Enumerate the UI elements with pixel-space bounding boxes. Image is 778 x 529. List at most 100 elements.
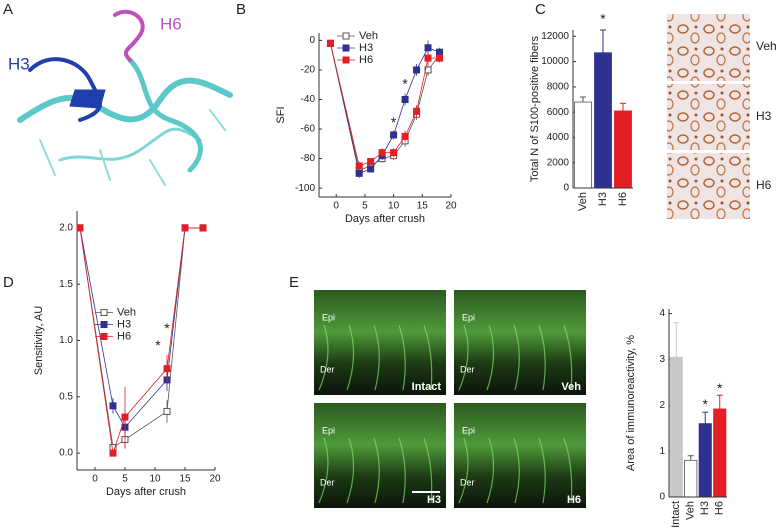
y-tick-label: -100	[295, 183, 315, 194]
fiber	[346, 324, 355, 391]
y-tick-label: -80	[301, 153, 316, 164]
annotation: *	[155, 337, 161, 353]
tissue-label: Epi	[462, 425, 475, 435]
marker	[355, 162, 363, 170]
fiber	[373, 437, 380, 504]
marker	[424, 44, 432, 52]
micrograph	[314, 403, 446, 508]
micrograph	[454, 403, 586, 508]
x-tick-label: 15	[179, 474, 191, 485]
marker	[109, 449, 117, 457]
y-tick-label: -60	[301, 124, 316, 135]
y-tick-label: -40	[301, 94, 316, 105]
marker	[367, 158, 375, 166]
x-tick-label: Intact	[670, 501, 682, 528]
y-tick-label: 1	[659, 446, 665, 457]
micrograph	[314, 290, 446, 395]
marker	[390, 149, 398, 157]
micrographs	[314, 290, 586, 508]
x-tick-label: H3	[699, 501, 711, 515]
tissue-label: Der	[460, 364, 475, 374]
stain-label: Veh	[756, 39, 777, 53]
x-tick-label: 5	[362, 201, 368, 212]
x-axis-label: Days after crush	[345, 213, 425, 225]
legend-label: H6	[359, 54, 373, 66]
marker	[76, 224, 84, 232]
fiber	[423, 437, 433, 504]
bar	[713, 408, 727, 498]
fiber	[458, 324, 469, 391]
annotation: *	[703, 396, 709, 412]
fiber	[373, 324, 380, 391]
tissue-label: Epi	[322, 312, 335, 322]
tissue-label: Der	[460, 477, 475, 487]
y-tick-label: 3	[659, 354, 665, 365]
marker	[436, 54, 444, 62]
x-tick-label: 20	[209, 474, 221, 485]
annotation: *	[164, 320, 170, 336]
bar	[614, 110, 632, 189]
fiber	[398, 437, 406, 504]
fiber	[563, 324, 573, 391]
fiber	[513, 324, 520, 391]
legend-label: Veh	[117, 306, 136, 318]
fiber	[486, 324, 495, 391]
legend-marker	[100, 333, 108, 340]
fiber	[346, 437, 355, 504]
marker	[326, 39, 334, 47]
x-axis-label: Days after crush	[106, 486, 186, 498]
x-tick-label: 0	[333, 201, 339, 212]
x-tick-label: 15	[417, 201, 429, 212]
x-tick-label: Veh	[685, 501, 697, 520]
fiber	[538, 437, 546, 504]
y-tick-label: 2.0	[59, 223, 73, 234]
legend-marker	[342, 44, 350, 52]
micrograph-label: Veh	[561, 381, 581, 393]
marker	[401, 95, 409, 103]
marker	[163, 407, 171, 415]
panel-letter: D	[3, 274, 14, 291]
stain-images	[667, 14, 750, 219]
y-tick-label: 1.5	[59, 279, 73, 290]
fiber	[513, 437, 520, 504]
x-tick-label: H3	[597, 192, 609, 206]
x-tick-label: Veh	[577, 192, 589, 211]
annotation: *	[391, 114, 397, 130]
marker	[181, 224, 189, 232]
y-tick-label: 4	[659, 308, 665, 319]
x-tick-label: H6	[714, 501, 726, 515]
bar	[698, 423, 712, 498]
marker	[413, 66, 421, 74]
marker	[413, 107, 421, 115]
panel-letter: E	[289, 274, 299, 291]
panel-letter: C	[535, 1, 546, 18]
fiber	[423, 324, 433, 391]
panel-letter: B	[236, 1, 246, 18]
y-tick-label: 0.0	[59, 448, 73, 459]
x-tick-label: 0	[92, 474, 98, 485]
marker	[378, 149, 386, 157]
marker	[390, 131, 398, 139]
tissue-label: Epi	[322, 425, 335, 435]
legend-label: H3	[117, 318, 131, 330]
micrograph-label: H3	[427, 494, 441, 506]
tissue-label: Der	[320, 364, 335, 374]
bar	[594, 52, 612, 189]
y-axis-label: Sensitivity, AU	[33, 306, 45, 376]
marker	[355, 169, 363, 177]
y-tick-label: -20	[301, 65, 316, 76]
y-tick-label: 6000	[547, 107, 570, 118]
series-line	[79, 227, 203, 449]
legend-marker	[342, 32, 350, 40]
legend-marker	[100, 321, 108, 328]
series-line	[79, 227, 203, 428]
fiber	[318, 324, 329, 391]
bar	[669, 356, 683, 498]
fiber	[398, 324, 406, 391]
bar	[684, 459, 698, 498]
structure-label: H3	[8, 54, 30, 73]
y-tick-label: 4000	[547, 132, 570, 143]
micrograph	[454, 290, 586, 395]
annotation: *	[402, 75, 408, 91]
